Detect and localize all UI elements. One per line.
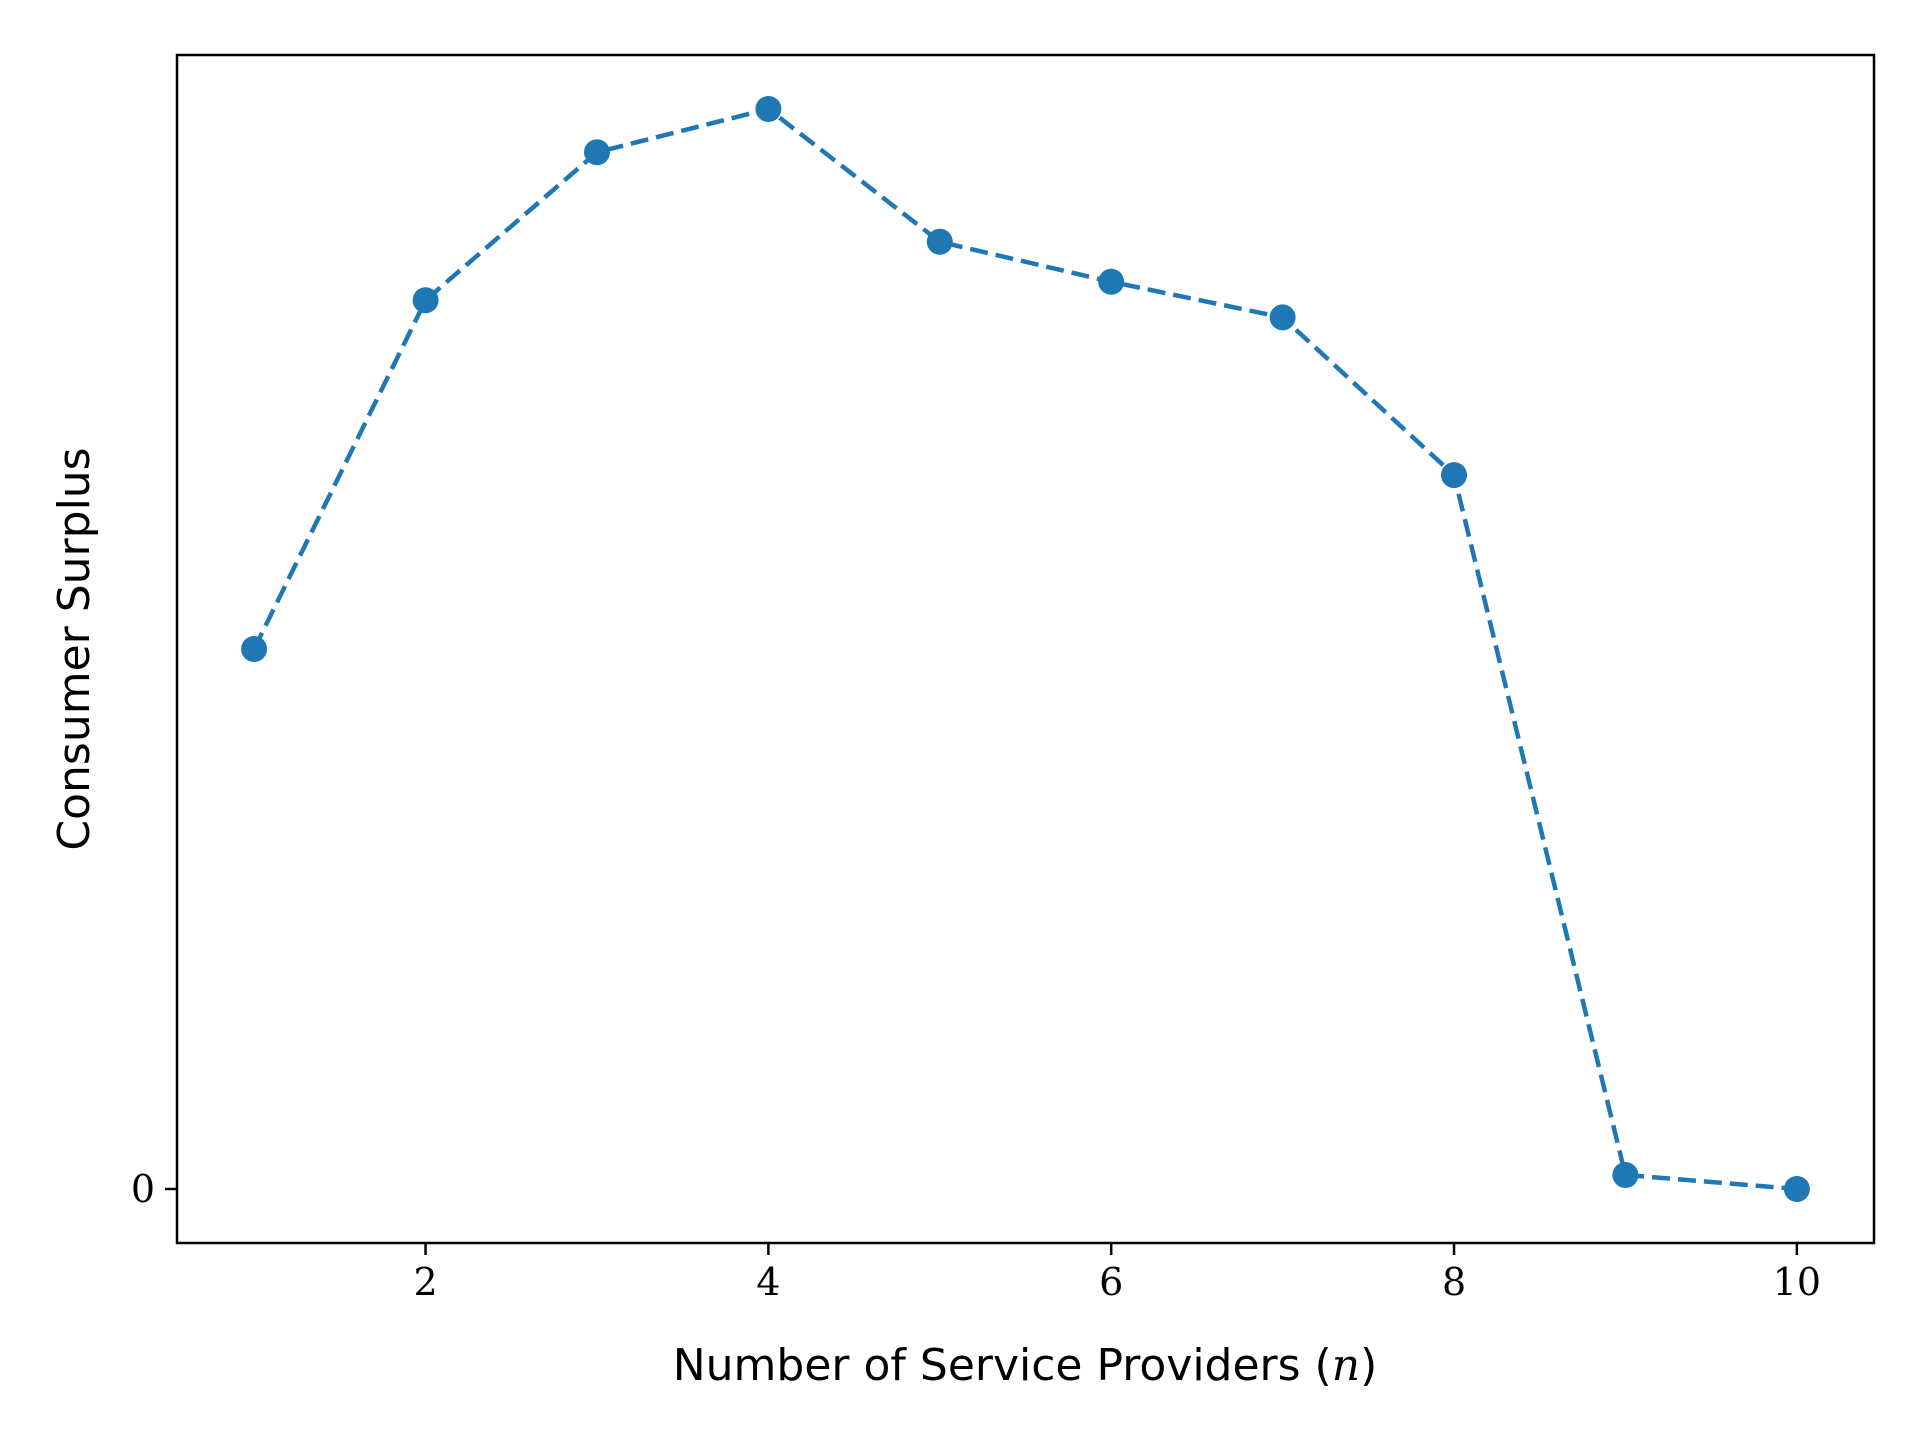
data-point bbox=[1612, 1162, 1639, 1188]
y-axis-title: Consumer Surplus bbox=[49, 447, 100, 850]
data-point bbox=[241, 636, 268, 662]
x-tick-label: 2 bbox=[413, 1260, 437, 1304]
data-point bbox=[412, 287, 439, 314]
data-point bbox=[755, 96, 782, 122]
x-tick-label: 8 bbox=[1442, 1260, 1466, 1304]
plot-frame bbox=[175, 53, 1876, 1245]
series-line bbox=[252, 106, 1798, 1192]
data-point bbox=[1441, 462, 1467, 489]
y-tick-label: 0 bbox=[131, 1167, 155, 1211]
series-markers bbox=[241, 96, 1810, 1202]
x-axis-title: Number of Service Providers (n) bbox=[673, 1340, 1377, 1391]
data-point bbox=[1098, 268, 1125, 295]
x-tick-label: 10 bbox=[1773, 1260, 1821, 1304]
x-axis-ticks: 2 4 6 8 10 bbox=[413, 1243, 1821, 1304]
data-point bbox=[584, 139, 610, 166]
x-tick-label: 6 bbox=[1099, 1260, 1123, 1304]
data-point bbox=[1783, 1176, 1810, 1202]
x-tick-label: 4 bbox=[756, 1260, 780, 1304]
data-point bbox=[926, 228, 953, 255]
data-point bbox=[1269, 304, 1296, 331]
y-axis-ticks: 0 bbox=[131, 1167, 177, 1211]
